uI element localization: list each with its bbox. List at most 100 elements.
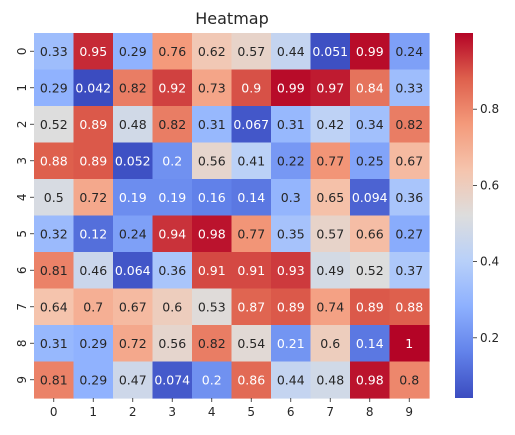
heatmap-cell (34, 33, 75, 71)
heatmap-cell (310, 142, 351, 180)
y-tick-label: 8 (15, 339, 29, 347)
heatmap-cell (192, 179, 233, 217)
heatmap-cell (73, 179, 114, 217)
cell-value-label: 0.91 (237, 263, 265, 278)
colorbar-tick-label: 0.6 (480, 178, 499, 192)
heatmap-cell (34, 142, 75, 180)
cell-value-label: 0.46 (79, 263, 107, 278)
cell-value-label: 0.042 (75, 80, 111, 95)
cell-value-label: 0.29 (119, 44, 147, 59)
cell-value-label: 0.65 (316, 190, 344, 205)
heatmap-cell (73, 325, 114, 363)
y-tick-label: 7 (15, 303, 29, 311)
cell-value-label: 0.29 (79, 336, 107, 351)
cell-value-label: 0.8 (399, 372, 419, 387)
cell-value-label: 0.25 (356, 153, 384, 168)
heatmap-cell (231, 325, 272, 363)
heatmap-cell (152, 69, 193, 107)
heatmap-cell (152, 325, 193, 363)
heatmap-cell (310, 325, 351, 363)
cell-value-label: 0.77 (237, 226, 265, 241)
heatmap-cell (113, 142, 154, 180)
heatmap-cell (231, 69, 272, 107)
cell-value-label: 0.81 (40, 372, 68, 387)
heatmap-cell (350, 33, 391, 71)
colorbar-gradient (455, 33, 473, 398)
y-tick-label: 0 (15, 47, 29, 55)
heatmap-cell (73, 69, 114, 107)
heatmap-cell (231, 288, 272, 326)
cell-value-label: 0.97 (316, 80, 344, 95)
cell-value-label: 0.52 (40, 117, 68, 132)
cell-value-label: 0.21 (277, 336, 305, 351)
cell-value-label: 0.72 (79, 190, 107, 205)
heatmap-cell (271, 142, 312, 180)
cell-value-label: 0.84 (356, 80, 384, 95)
heatmap-cell (310, 361, 351, 399)
heatmap-cell (113, 252, 154, 290)
cell-value-label: 0.29 (79, 372, 107, 387)
cell-value-label: 0.88 (395, 299, 423, 314)
cell-value-label: 0.12 (79, 226, 107, 241)
heatmap-cell (350, 69, 391, 107)
y-axis: 0 1 2 3 4 5 6 7 8 9 (15, 47, 34, 384)
cell-value-label: 0.77 (316, 153, 344, 168)
heatmap-cell (350, 325, 391, 363)
heatmap-cell (73, 142, 114, 180)
cell-value-label: 0.29 (40, 80, 68, 95)
cell-value-label: 0.067 (233, 117, 269, 132)
heatmap-cell (192, 106, 233, 144)
cell-value-label: 0.53 (198, 299, 226, 314)
x-tick-label: 3 (168, 405, 176, 419)
colorbar-tick-label: 0.2 (480, 331, 499, 345)
heatmap-cell (231, 33, 272, 71)
cell-value-label: 0.48 (316, 372, 344, 387)
x-axis: 0 1 2 3 4 5 6 7 8 9 (50, 398, 413, 419)
heatmap-cell (271, 215, 312, 253)
cell-value-label: 0.34 (356, 117, 384, 132)
x-tick-label: 8 (366, 405, 374, 419)
heatmap-cell (271, 33, 312, 71)
cell-value-label: 0.31 (198, 117, 226, 132)
cell-value-label: 0.98 (356, 372, 384, 387)
cell-value-label: 0.81 (40, 263, 68, 278)
heatmap-cell (389, 215, 430, 253)
heatmap-cell (192, 325, 233, 363)
cell-value-label: 0.42 (316, 117, 344, 132)
heatmap-cell (192, 69, 233, 107)
heatmap-cell (271, 252, 312, 290)
heatmap-cell (271, 325, 312, 363)
cell-value-label: 0.37 (395, 263, 423, 278)
heatmap-cell (73, 252, 114, 290)
heatmap-cell (34, 252, 75, 290)
heatmap-cell (152, 142, 193, 180)
y-tick-label: 5 (15, 230, 29, 238)
cell-value-label: 0.82 (198, 336, 226, 351)
colorbar-tick-label: 0.8 (480, 102, 499, 116)
cell-value-label: 0.9 (241, 80, 261, 95)
heatmap-cell (113, 215, 154, 253)
x-tick-label: 7 (326, 405, 334, 419)
heatmap-cell (271, 69, 312, 107)
cell-value-label: 0.89 (277, 299, 305, 314)
cell-value-label: 0.7 (83, 299, 103, 314)
colorbar-tick-label: 0.4 (480, 255, 499, 269)
cell-value-label: 0.57 (316, 226, 344, 241)
cell-value-label: 0.36 (395, 190, 423, 205)
heatmap-cell (34, 179, 75, 217)
heatmap-cell (310, 288, 351, 326)
cell-value-label: 0.31 (277, 117, 305, 132)
heatmap-cell (350, 361, 391, 399)
heatmap-cell (231, 252, 272, 290)
x-tick-label: 2 (129, 405, 137, 419)
cell-value-label: 0.82 (395, 117, 423, 132)
heatmap-cell (192, 142, 233, 180)
heatmap-cell (152, 33, 193, 71)
cell-value-label: 0.57 (237, 44, 265, 59)
cell-value-label: 0.54 (237, 336, 265, 351)
cell-value-label: 0.44 (277, 372, 305, 387)
heatmap-cell (73, 288, 114, 326)
cell-value-label: 0.14 (237, 190, 265, 205)
cell-value-label: 0.87 (237, 299, 265, 314)
heatmap-cell (231, 215, 272, 253)
